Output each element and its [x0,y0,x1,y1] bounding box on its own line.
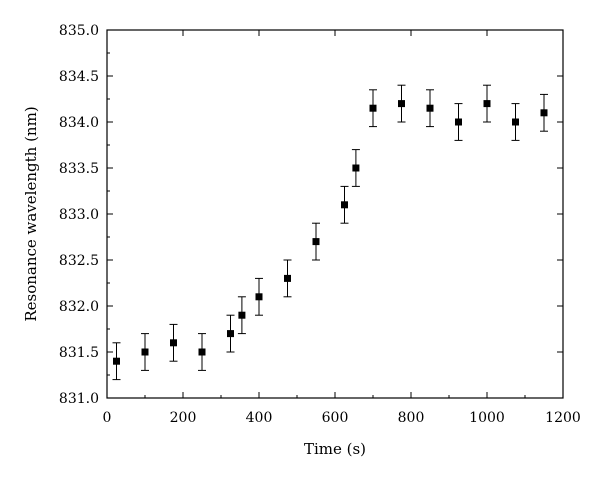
data-point-group [540,93,548,132]
data-point [341,201,348,209]
data-point-group [198,333,206,371]
data-point-group [226,314,235,353]
x-tick-label: 0 [103,410,112,426]
y-tick-label: 835.0 [59,23,99,39]
data-point-group [283,259,292,298]
data-point-group [312,222,320,261]
x-tick-label: 400 [246,410,273,426]
data-point [426,104,434,112]
data-point [255,293,263,301]
data-points [112,84,548,381]
data-point-group [237,296,246,335]
x-tick-label: 1200 [545,410,581,426]
y-tick-label: 832.5 [59,253,99,269]
x-axis-ticks: 0 200 400 600 800 1000 1200 [103,30,581,426]
y-tick-label: 831.0 [59,391,99,407]
y-tick-label: 831.5 [59,345,99,361]
data-point [170,339,177,347]
data-point [540,109,548,117]
y-tick-label: 833.0 [59,207,99,223]
y-axis-title: Resonance wavelength (nm) [22,106,40,321]
data-point [352,164,360,172]
x-tick-label: 1000 [469,410,505,426]
x-tick-label: 600 [322,410,349,426]
y-tick-label: 833.5 [59,161,99,177]
x-axis-title: Time (s) [304,440,366,458]
data-point [238,311,246,319]
data-point [483,100,491,108]
y-tick-label: 834.0 [59,115,99,131]
data-point-group [351,149,360,187]
y-axis-ticks: 831.0 831.5 832.0 832.5 833.0 833.5 834.0 834.5… [59,23,563,407]
data-point [512,118,519,126]
data-point-group [340,185,349,224]
data-point-group [426,89,434,128]
data-point-group [169,323,178,362]
data-point [198,348,206,356]
data-point-group [112,342,121,381]
y-tick-label: 834.5 [59,69,99,85]
data-point [284,274,291,282]
data-point-group [454,103,463,141]
x-tick-label: 800 [398,410,425,426]
data-point [113,357,120,365]
data-point [312,238,320,246]
y-tick-label: 832.0 [59,299,99,315]
data-point [369,104,377,112]
x-tick-label: 200 [170,410,197,426]
data-point [141,348,149,356]
data-point [455,118,462,126]
data-point-group [483,84,491,123]
data-point-group [397,84,406,123]
data-point [398,100,405,108]
data-point-group [141,333,149,371]
data-point [227,330,234,338]
data-point-group [255,277,263,316]
data-point-group [369,89,377,128]
data-point-group [511,103,520,141]
